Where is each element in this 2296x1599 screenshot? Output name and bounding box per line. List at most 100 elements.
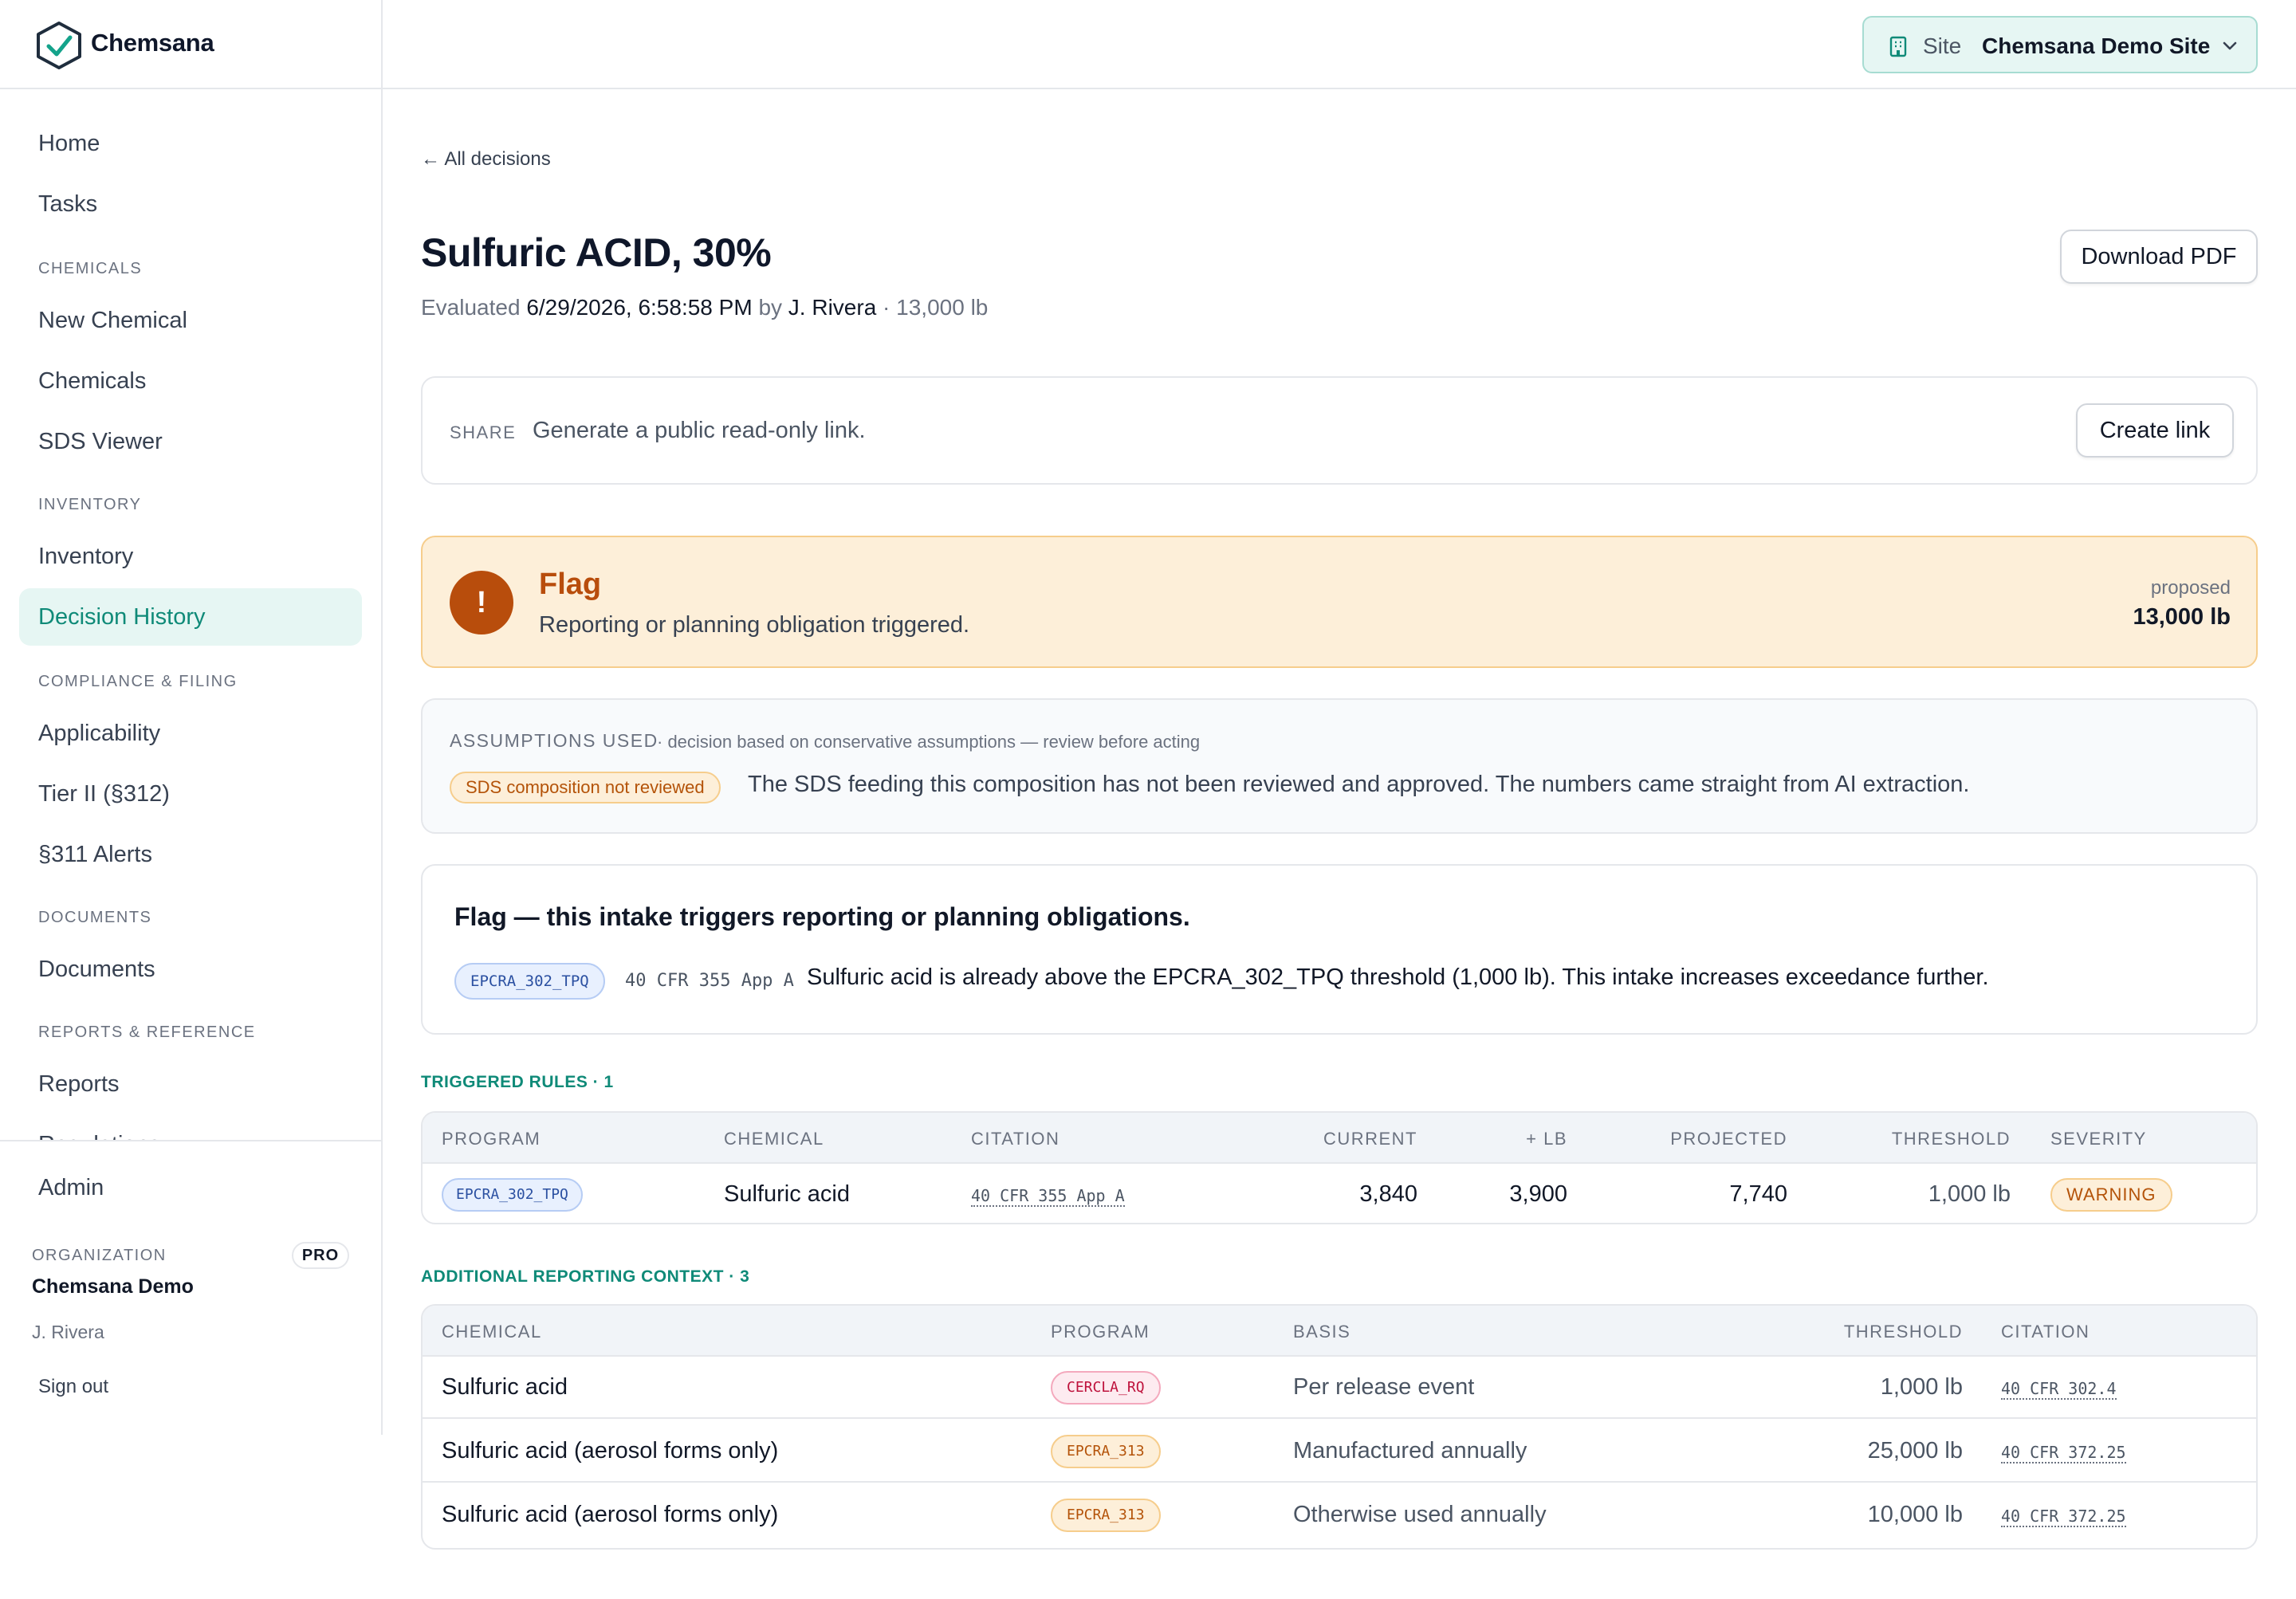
col-threshold: THRESHOLD [1891, 1129, 2011, 1149]
nav-item-reports[interactable]: Reports [38, 1071, 120, 1097]
chevron-down-icon [2223, 41, 2237, 50]
alert-icon: ! [450, 571, 513, 634]
table-row: Sulfuric acid (aerosol forms only) EPCRA… [423, 1484, 2256, 1546]
program-pill: EPCRA_313 [1051, 1435, 1161, 1468]
finding-title: Flag — this intake triggers reporting or… [454, 902, 1190, 931]
assumptions-heading: ASSUMPTIONS USED [450, 730, 659, 751]
reporting-context-heading: ADDITIONAL REPORTING CONTEXT · 3 [421, 1267, 750, 1286]
projected-cell: 7,740 [1729, 1181, 1787, 1207]
table-header: PROGRAM CHEMICAL CITATION CURRENT + LB P… [423, 1113, 2256, 1164]
chemsana-logo-icon [37, 22, 81, 69]
nav-item-admin[interactable]: Admin [38, 1175, 104, 1200]
col-citation: CITATION [2001, 1322, 2090, 1342]
col-current: CURRENT [1323, 1129, 1417, 1149]
building-icon [1889, 36, 1907, 57]
sign-out-link[interactable]: Sign out [38, 1376, 109, 1397]
program-pill: EPCRA_302_TPQ [454, 963, 605, 1000]
chemical-cell: Sulfuric acid [724, 1181, 850, 1207]
nav-item-decision-history[interactable]: Decision History [19, 588, 362, 646]
threshold-cell: 1,000 lb [1880, 1374, 1963, 1400]
by-word: by [758, 295, 783, 320]
program-pill: EPCRA_302_TPQ [442, 1178, 583, 1212]
sidebar: Chemsana Home Tasks CHEMICALS New Chemic… [0, 0, 383, 1435]
share-description: Generate a public read-only link. [533, 418, 866, 443]
decision-flag-banner: ! Flag Reporting or planning obligation … [421, 536, 2258, 668]
plan-badge: PRO [292, 1242, 349, 1269]
assumption-description: The SDS feeding this composition has not… [748, 772, 1970, 797]
col-basis: BASIS [1293, 1322, 1351, 1342]
site-value: Chemsana Demo Site [1982, 33, 2211, 58]
triggered-rules-heading: TRIGGERED RULES · 1 [421, 1073, 614, 1091]
sidebar-footer: Admin ORGANIZATION PRO Chemsana Demo J. … [0, 1140, 381, 1435]
nav-item-new-chemical[interactable]: New Chemical [38, 308, 187, 333]
nav-item-inventory[interactable]: Inventory [38, 544, 134, 569]
nav-item-regulations[interactable]: Regulations [19, 1116, 362, 1140]
nav-section-compliance: COMPLIANCE & FILING [38, 673, 238, 690]
create-link-button[interactable]: Create link [2076, 403, 2234, 458]
top-bar: Site Chemsana Demo Site [383, 0, 2296, 89]
program-pill: EPCRA_313 [1051, 1499, 1161, 1532]
citation-link[interactable]: 40 CFR 355 App A [971, 1186, 1125, 1207]
nav-item-sds-viewer[interactable]: SDS Viewer [38, 429, 163, 454]
main-content: ← All decisions Sulfuric ACID, 30% Evalu… [421, 89, 2258, 1599]
chemical-cell: Sulfuric acid (aerosol forms only) [442, 1502, 779, 1527]
citation-link[interactable]: 40 CFR 372.25 [2001, 1507, 2126, 1527]
nav-item-tier2[interactable]: Tier II (§312) [38, 781, 170, 807]
assumptions-card: ASSUMPTIONS USED · decision based on con… [421, 698, 2258, 834]
evaluation-meta: Evaluated 6/29/2026, 6:58:58 PM by J. Ri… [421, 295, 988, 320]
col-severity: SEVERITY [2050, 1129, 2147, 1149]
col-threshold: THRESHOLD [1843, 1322, 1963, 1342]
col-projected: PROJECTED [1670, 1129, 1787, 1149]
nav-item-chemicals[interactable]: Chemicals [38, 368, 147, 394]
nav-section-chemicals: CHEMICALS [38, 260, 143, 277]
nav-item-applicability[interactable]: Applicability [38, 721, 161, 746]
evaluated-quantity: 13,000 lb [896, 295, 989, 320]
brand-name: Chemsana [91, 29, 214, 57]
nav-item-tasks[interactable]: Tasks [38, 191, 98, 217]
chemical-cell: Sulfuric acid (aerosol forms only) [442, 1438, 779, 1463]
organization-name: Chemsana Demo [32, 1275, 194, 1298]
col-chemical: CHEMICAL [442, 1322, 542, 1342]
basis-cell: Manufactured annually [1293, 1438, 1527, 1463]
user-name: J. Rivera [32, 1322, 104, 1342]
nav-section-documents: DOCUMENTS [38, 909, 152, 926]
col-citation: CITATION [971, 1129, 1060, 1149]
finding-citation: 40 CFR 355 App A [625, 971, 794, 991]
meta-separator: · [883, 295, 890, 320]
citation-link[interactable]: 40 CFR 302.4 [2001, 1379, 2117, 1400]
nav-item-311-alerts[interactable]: §311 Alerts [38, 842, 152, 867]
basis-cell: Per release event [1293, 1374, 1475, 1400]
nav-section-inventory: INVENTORY [38, 496, 142, 513]
download-pdf-button[interactable]: Download PDF [2060, 230, 2258, 284]
table-row: Sulfuric acid CERCLA_RQ Per release even… [423, 1357, 2256, 1419]
flag-title: Flag [539, 568, 602, 601]
nav-item-home[interactable]: Home [38, 131, 100, 156]
finding-card: Flag — this intake triggers reporting or… [421, 864, 2258, 1035]
table-row: EPCRA_302_TPQ Sulfuric acid 40 CFR 355 A… [423, 1164, 2256, 1223]
basis-cell: Otherwise used annually [1293, 1502, 1547, 1527]
back-link[interactable]: ← All decisions [421, 148, 551, 170]
citation-link[interactable]: 40 CFR 372.25 [2001, 1443, 2126, 1463]
evaluator-name: J. Rivera [788, 295, 877, 320]
threshold-cell: 10,000 lb [1867, 1502, 1963, 1527]
proposed-label: proposed [2150, 577, 2231, 599]
page-title: Sulfuric ACID, 30% [421, 230, 772, 275]
threshold-cell: 25,000 lb [1867, 1438, 1963, 1463]
sidebar-nav: Home Tasks CHEMICALS New Chemical Chemic… [0, 89, 381, 1140]
program-pill: CERCLA_RQ [1051, 1371, 1161, 1405]
table-row: Sulfuric acid (aerosol forms only) EPCRA… [423, 1420, 2256, 1483]
proposed-value: 13,000 lb [2133, 604, 2231, 630]
chemical-cell: Sulfuric acid [442, 1374, 568, 1400]
assumptions-subheading: · decision based on conservative assumpt… [657, 732, 1201, 752]
site-switcher[interactable]: Site Chemsana Demo Site [1862, 16, 2258, 73]
col-program: PROGRAM [1051, 1322, 1150, 1342]
triggered-rules-table: PROGRAM CHEMICAL CITATION CURRENT + LB P… [421, 1111, 2258, 1224]
plus-lb-cell: 3,900 [1509, 1181, 1567, 1207]
nav-item-documents[interactable]: Documents [38, 957, 155, 982]
evaluated-timestamp: 6/29/2026, 6:58:58 PM [526, 295, 753, 320]
current-cell: 3,840 [1359, 1181, 1417, 1207]
share-card: SHARE Generate a public read-only link. … [421, 376, 2258, 485]
brand[interactable]: Chemsana [0, 0, 383, 89]
severity-badge: WARNING [2050, 1178, 2172, 1212]
organization-label: ORGANIZATION [32, 1247, 167, 1264]
